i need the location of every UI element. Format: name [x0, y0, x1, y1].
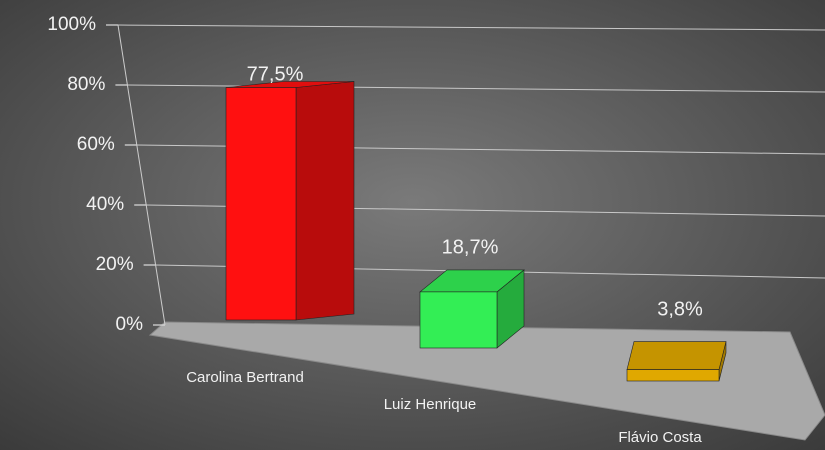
y-axis	[117, 24, 166, 326]
value-label: 3,8%	[657, 298, 703, 320]
bar	[626, 369, 720, 382]
y-tick-label: 60%	[77, 134, 115, 155]
x-tick-label: Luiz Henrique	[384, 396, 477, 413]
bar	[419, 291, 498, 349]
y-tick-label: 20%	[96, 254, 134, 275]
bar	[225, 87, 297, 321]
bar-side	[295, 81, 355, 321]
value-label: 77,5%	[247, 63, 304, 85]
y-tick-label: 40%	[86, 194, 124, 215]
grid-line	[117, 24, 825, 31]
y-tick-label: 0%	[116, 314, 144, 335]
bar-top	[626, 341, 727, 370]
x-tick-label: Carolina Bertrand	[186, 369, 304, 386]
y-tick-label: 80%	[67, 74, 105, 95]
y-tick-label: 100%	[47, 14, 96, 35]
x-tick-label: Flávio Costa	[618, 429, 702, 446]
value-label: 18,7%	[442, 236, 499, 258]
